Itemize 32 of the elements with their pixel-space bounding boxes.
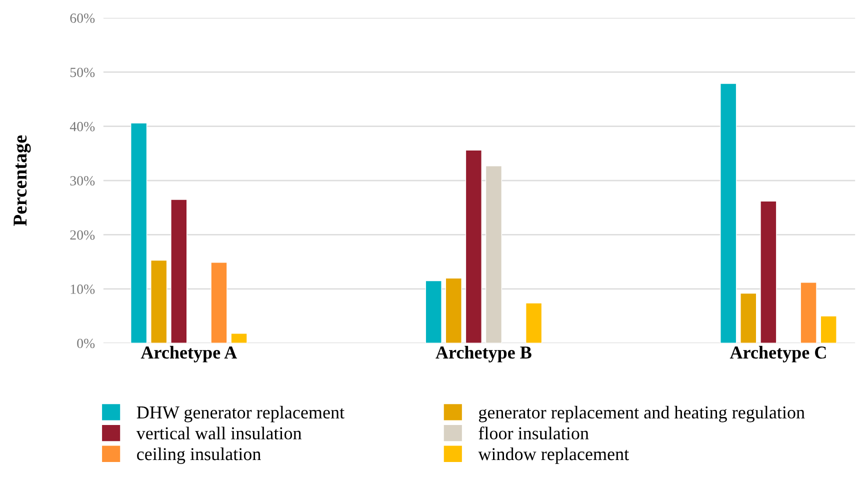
- bar: [130, 122, 148, 344]
- bar: [170, 199, 188, 344]
- x-tick-label: Archetype B: [436, 346, 532, 362]
- y-axis-title: Percentage: [14, 135, 31, 226]
- bar: [740, 292, 757, 344]
- bar: [820, 316, 837, 344]
- bar: [210, 262, 228, 344]
- x-tick-label: Archetype C: [730, 346, 826, 362]
- legend-label: floor insulation: [478, 426, 589, 440]
- legend-label: DHW generator replacement: [136, 406, 344, 422]
- y-tick-label: 10%: [70, 284, 95, 294]
- bar: [525, 302, 542, 344]
- bar: [425, 280, 442, 344]
- y-tick-label: 0%: [77, 338, 95, 348]
- bar: [230, 333, 248, 344]
- y-tick-label: 60%: [70, 13, 95, 23]
- legend-label: vertical wall insulation: [136, 426, 302, 440]
- y-tick-label: 30%: [70, 176, 95, 186]
- bar: [445, 278, 462, 344]
- bar: [800, 282, 817, 344]
- legend-label: window replacement: [478, 448, 629, 464]
- y-tick-label: 40%: [70, 122, 95, 132]
- bar: [760, 200, 777, 344]
- y-tick-label: 50%: [70, 68, 95, 78]
- y-tick-label: 20%: [70, 230, 95, 240]
- bar: [150, 260, 168, 344]
- legend-label: ceiling insulation: [137, 448, 261, 464]
- x-tick-label: Archetype A: [140, 346, 238, 362]
- bar: [485, 166, 502, 344]
- legend-label: generator replacement and heating regulation: [478, 406, 805, 422]
- bar: [720, 83, 737, 344]
- bar: [465, 150, 482, 344]
